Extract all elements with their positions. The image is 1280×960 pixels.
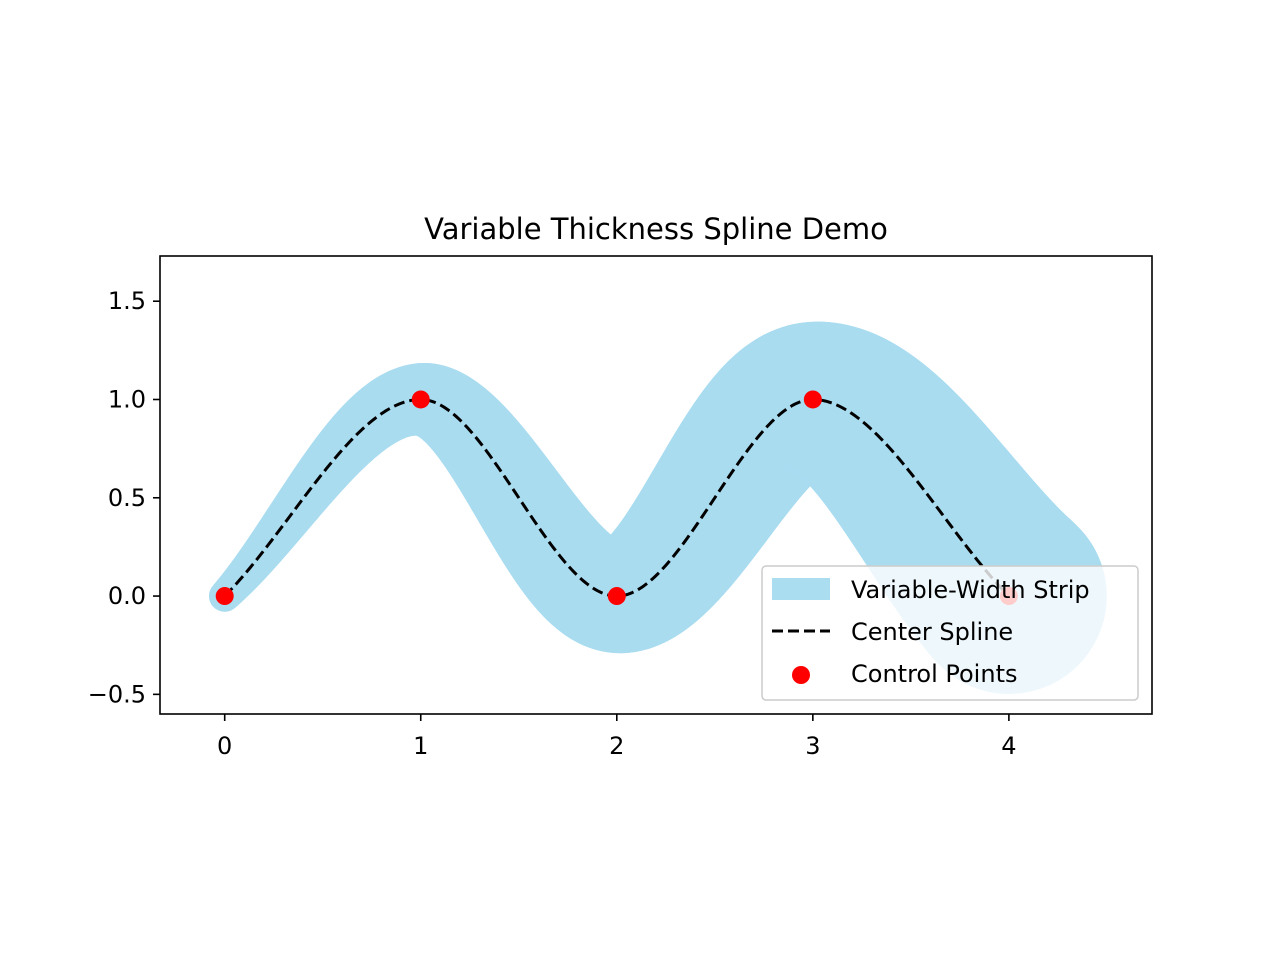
y-tick-label: 0.5 bbox=[108, 484, 146, 512]
legend-swatch-points bbox=[792, 666, 810, 684]
plot-clip-group bbox=[208, 321, 1107, 694]
y-tick-label: −0.5 bbox=[88, 680, 146, 708]
x-tick-label: 2 bbox=[609, 732, 624, 760]
control-point bbox=[411, 390, 430, 409]
axes-frame bbox=[159, 255, 1153, 715]
chart-title: Variable Thickness Spline Demo bbox=[424, 212, 888, 246]
y-tick-label: 0.0 bbox=[108, 582, 146, 610]
control-point bbox=[607, 587, 626, 606]
x-tick-label: 3 bbox=[805, 732, 820, 760]
plot-area bbox=[208, 321, 1107, 694]
x-tick-label: 0 bbox=[217, 732, 232, 760]
legend-label-spline: Center Spline bbox=[851, 618, 1013, 646]
y-tick-label: 1.0 bbox=[108, 385, 146, 413]
y-tick-label: 1.5 bbox=[108, 287, 146, 315]
legend-swatch-strip bbox=[772, 578, 830, 600]
control-point bbox=[215, 587, 234, 606]
legend: Variable-Width Strip Center Spline Contr… bbox=[761, 565, 1139, 701]
legend-box bbox=[761, 565, 1139, 701]
control-point bbox=[803, 390, 822, 409]
x-tick-label: 1 bbox=[413, 732, 428, 760]
axis-ticks: 0 1 2 3 4 −0.5 0.0 0.5 1.0 1.5 bbox=[88, 287, 1017, 760]
legend-label-strip: Variable-Width Strip bbox=[851, 576, 1090, 604]
legend-label-points: Control Points bbox=[851, 660, 1017, 688]
x-tick-label: 4 bbox=[1001, 732, 1016, 760]
